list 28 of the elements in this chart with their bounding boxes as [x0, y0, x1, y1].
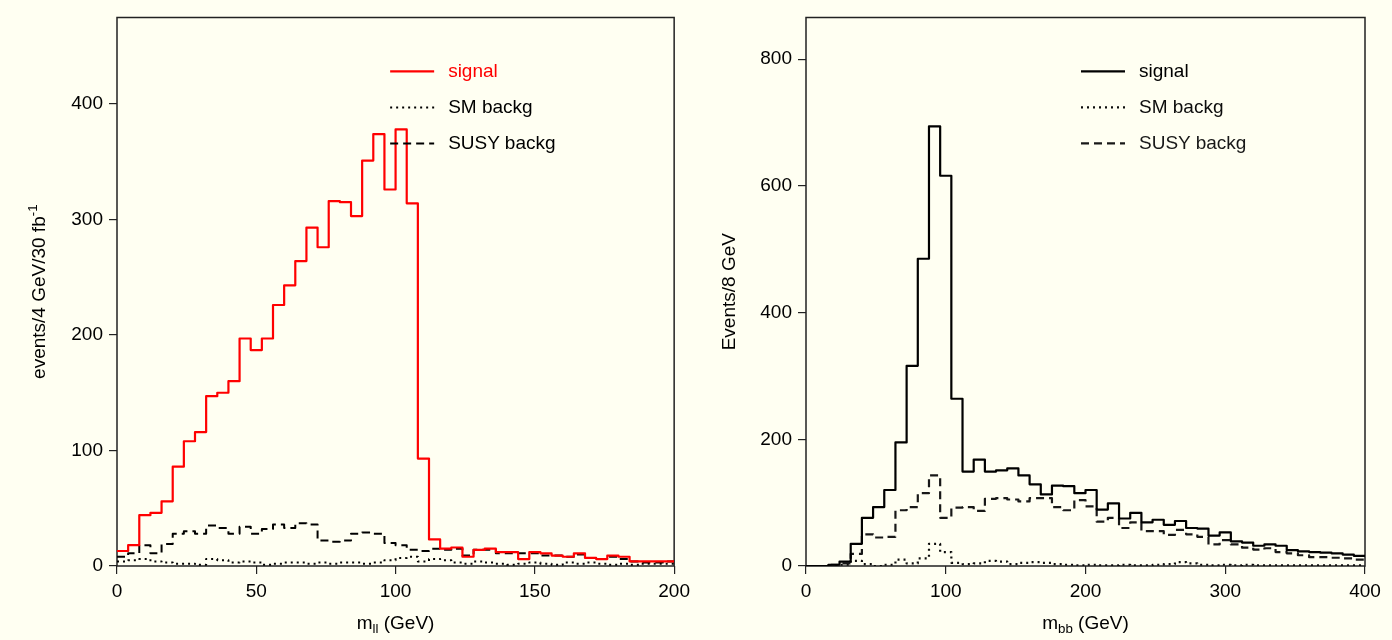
y-tick-label: 800: [760, 47, 792, 69]
y-tick-label: 400: [760, 300, 792, 322]
x-tick-label: 100: [379, 579, 412, 601]
legend-label: signal: [448, 59, 498, 81]
legend-label: SM backg: [1139, 95, 1224, 117]
x-tick-label: 0: [111, 579, 123, 601]
y-tick-label: 100: [71, 438, 103, 460]
y-tick-label: 400: [71, 92, 103, 114]
y-tick-label: 200: [760, 427, 792, 449]
y-tick-label: 0: [781, 554, 792, 576]
y-tick-label: 600: [760, 174, 792, 196]
y-axis-title: events/4 GeV/30 fb-1: [25, 204, 50, 379]
y-axis-title: Events/8 GeV: [718, 232, 740, 351]
legend-label: SUSY backg: [1139, 131, 1247, 153]
x-tick-label: 400: [1349, 579, 1381, 601]
y-tick-label: 0: [92, 554, 103, 576]
legend-label: signal: [1139, 59, 1189, 81]
x-tick-label: 200: [658, 579, 690, 601]
x-tick-label: 50: [245, 579, 267, 601]
x-tick-label: 150: [519, 579, 551, 601]
y-tick-label: 200: [71, 323, 103, 345]
y-tick-label: 300: [71, 207, 103, 229]
legend-label: SM backg: [448, 95, 533, 117]
legend-label: SUSY backg: [448, 131, 556, 153]
x-tick-label: 0: [800, 579, 812, 601]
x-tick-label: 200: [1069, 579, 1102, 601]
x-tick-label: 100: [929, 579, 962, 601]
x-tick-label: 300: [1209, 579, 1242, 601]
